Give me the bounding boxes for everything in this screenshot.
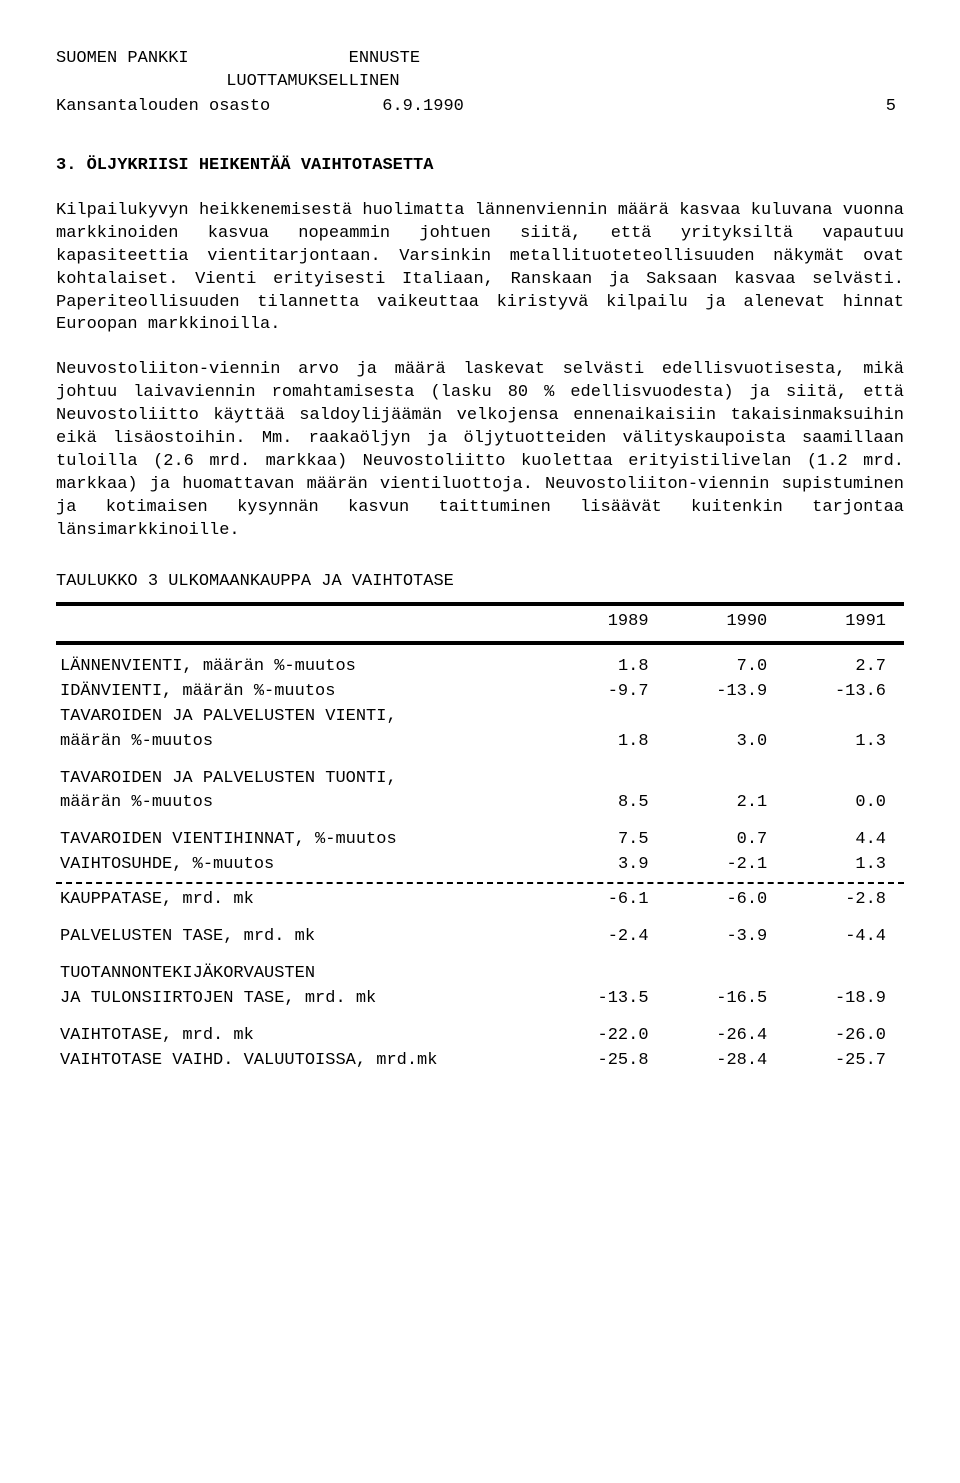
table-row: määrän %-muutos 1.8 3.0 1.3 (56, 730, 904, 755)
table-row: VAIHTOSUHDE, %-muutos 3.9 -2.1 1.3 (56, 853, 904, 878)
blank (56, 71, 66, 94)
table-row: IDÄNVIENTI, määrän %-muutos -9.7 -13.9 -… (56, 680, 904, 705)
table-row: LÄNNENVIENTI, määrän %-muutos 1.8 7.0 2.… (56, 655, 904, 680)
col-year-3: 1991 (785, 610, 904, 635)
table-block-2: KAUPPATASE, mrd. mk -6.1 -6.0 -2.8 PALVE… (56, 888, 904, 1074)
table-row: TUOTANNONTEKIJÄKORVAUSTEN (56, 962, 904, 987)
table-row: KAUPPATASE, mrd. mk -6.1 -6.0 -2.8 (56, 888, 904, 913)
col-year-2: 1990 (667, 610, 786, 635)
classification: LUOTTAMUKSELLINEN (66, 71, 904, 94)
table-row: TAVAROIDEN JA PALVELUSTEN TUONTI, (56, 767, 904, 792)
table-title: TAULUKKO 3 ULKOMAANKAUPPA JA VAIHTOTASE (56, 571, 904, 594)
header-top: SUOMEN PANKKI ENNUSTE (56, 48, 904, 71)
rule-top (56, 602, 904, 606)
table-row: PALVELUSTEN TASE, mrd. mk -2.4 -3.9 -4.4 (56, 925, 904, 950)
rule-under-years (56, 641, 904, 645)
table-row: JA TULONSIIRTOJEN TASE, mrd. mk -13.5 -1… (56, 987, 904, 1012)
table-row: VAIHTOTASE VAIHD. VALUUTOISSA, mrd.mk -2… (56, 1049, 904, 1074)
page-number: 5 (886, 96, 904, 119)
org-name: SUOMEN PANKKI (56, 48, 189, 71)
section-title: 3. ÖLJYKRIISI HEIKENTÄÄ VAIHTOTASETTA (56, 155, 904, 178)
paragraph-2: Neuvostoliiton-viennin arvo ja määrä las… (56, 359, 904, 543)
paragraph-1: Kilpailukyvyn heikkenemisestä huolimatta… (56, 200, 904, 338)
department: Kansantalouden osasto (56, 96, 270, 119)
table-row: määrän %-muutos 8.5 2.1 0.0 (56, 791, 904, 816)
header-sub: Kansantalouden osasto 6.9.1990 5 (56, 96, 904, 119)
table-row: TAVAROIDEN VIENTIHINNAT, %-muutos 7.5 0.… (56, 828, 904, 853)
year-header: 1989 1990 1991 (56, 610, 904, 635)
doc-type: ENNUSTE (189, 48, 904, 71)
rule-dashed (56, 882, 904, 884)
table-block-1: LÄNNENVIENTI, määrän %-muutos 1.8 7.0 2.… (56, 655, 904, 879)
header-classification-row: LUOTTAMUKSELLINEN (56, 71, 904, 94)
col-year-1: 1989 (548, 610, 667, 635)
table-row: VAIHTOTASE, mrd. mk -22.0 -26.4 -26.0 (56, 1024, 904, 1049)
doc-date: 6.9.1990 (310, 96, 886, 119)
table-row: TAVAROIDEN JA PALVELUSTEN VIENTI, (56, 705, 904, 730)
